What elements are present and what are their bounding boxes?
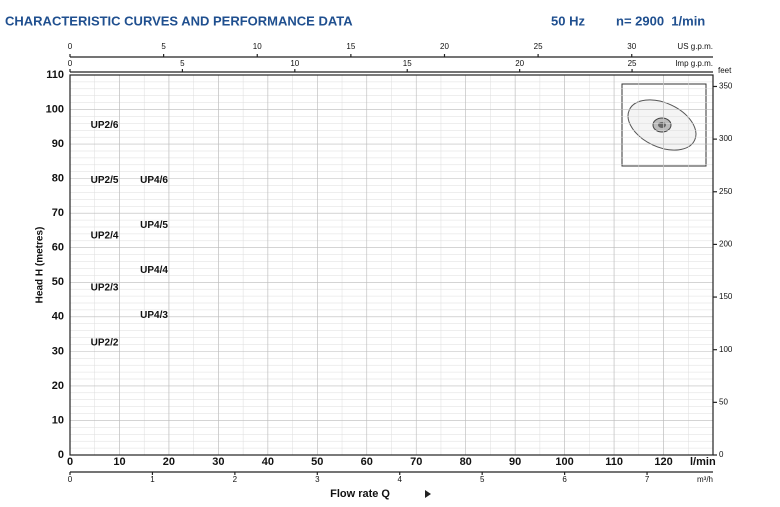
tick-label: 0	[68, 42, 73, 51]
tick-label: 25	[628, 59, 637, 68]
y-tick-label: 70	[52, 207, 64, 219]
tick-label: 5	[180, 59, 185, 68]
axis-label: US g.p.m.	[677, 42, 713, 51]
curve-label: UP4/6	[140, 175, 168, 186]
x-tick-label: 0	[67, 456, 73, 468]
tick-label: 15	[346, 42, 355, 51]
y-tick-label: 80	[52, 173, 64, 185]
curve-label: UP2/4	[91, 230, 119, 241]
x-tick-label: 20	[163, 456, 175, 468]
y-tick-label: 10	[52, 414, 64, 426]
curve-label: UP2/3	[91, 282, 119, 293]
y-tick-label: 100	[46, 103, 64, 115]
tick-label: 2	[233, 475, 238, 484]
tick-label: 20	[440, 42, 449, 51]
tick-label: 20	[515, 59, 524, 68]
tick-label: 150	[719, 292, 733, 301]
tick-label: 300	[719, 134, 733, 143]
tick-label: 15	[403, 59, 412, 68]
tick-label: 7	[645, 475, 650, 484]
x-axis-label: l/min	[690, 456, 716, 468]
chart-title: CHARACTERISTIC CURVES AND PERFORMANCE DA…	[5, 13, 353, 28]
x-tick-label: 40	[262, 456, 274, 468]
tick-label: 5	[480, 475, 485, 484]
tick-label: 200	[719, 240, 733, 249]
tick-label: 10	[290, 59, 299, 68]
x-tick-label: 70	[410, 456, 422, 468]
tick-label: 0	[68, 59, 73, 68]
x-tick-label: 50	[311, 456, 323, 468]
x-tick-label: 30	[212, 456, 224, 468]
curve-label: UP4/5	[140, 220, 168, 231]
tick-label: 350	[719, 82, 733, 91]
x-tick-label: 90	[509, 456, 521, 468]
y-axis-label: Head H (metres)	[35, 227, 46, 304]
tick-label: 100	[719, 345, 733, 354]
y-tick-label: 30	[52, 345, 64, 357]
tick-label: 25	[534, 42, 543, 51]
tick-label: 3	[315, 475, 320, 484]
x-tick-label: 10	[113, 456, 125, 468]
flow-label: Flow rate Q	[330, 488, 390, 500]
curve-label: UP2/6	[91, 120, 119, 131]
axis-label: Imp g.p.m.	[675, 59, 713, 68]
pump-image	[621, 83, 707, 167]
tick-label: 0	[719, 450, 724, 459]
x-tick-label: 60	[361, 456, 373, 468]
tick-label: 0	[68, 475, 73, 484]
tick-label: 1	[150, 475, 155, 484]
y-tick-label: 110	[46, 69, 64, 81]
tick-label: 250	[719, 187, 733, 196]
tick-label: 4	[398, 475, 403, 484]
x-tick-label: 110	[605, 456, 623, 468]
tick-label: 10	[253, 42, 262, 51]
y-tick-label: 0	[58, 449, 64, 461]
frequency: 50 Hz	[551, 13, 585, 28]
y-tick-label: 20	[52, 380, 64, 392]
x-tick-label: 100	[555, 456, 573, 468]
y-tick-label: 40	[52, 311, 64, 323]
curve-label: UP4/4	[140, 265, 168, 276]
curve-label: UP4/3	[140, 310, 168, 321]
tick-label: 5	[161, 42, 166, 51]
tick-label: 6	[562, 475, 567, 484]
y-tick-label: 90	[52, 138, 64, 150]
curve-label: UP2/2	[91, 338, 119, 349]
curve-label: UP2/5	[91, 175, 119, 186]
y-tick-label: 50	[52, 276, 64, 288]
axis-label: m³/h	[697, 475, 713, 484]
arrow	[425, 490, 431, 498]
axis-label: feet	[718, 66, 732, 75]
x-tick-label: 120	[654, 456, 672, 468]
tick-label: 50	[719, 397, 728, 406]
y-tick-label: 60	[52, 242, 64, 254]
speed: n= 2900 1/min	[616, 13, 705, 28]
tick-label: 30	[627, 42, 636, 51]
x-tick-label: 80	[460, 456, 472, 468]
plot-frame	[69, 74, 714, 456]
